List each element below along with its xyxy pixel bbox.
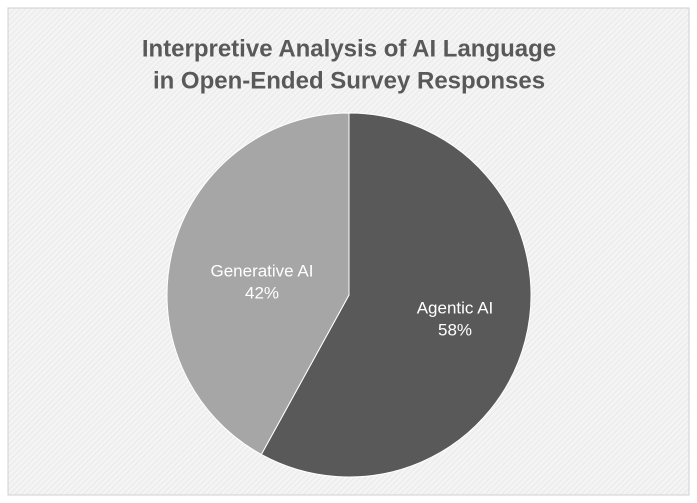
pie-slice <box>260 112 532 478</box>
slice-value-label: 42% <box>245 283 279 302</box>
slice-category-label: Generative AI <box>210 261 313 280</box>
chart-title: in Open-Ended Survey Responses <box>153 67 545 94</box>
slice-value-label: 58% <box>438 320 472 339</box>
pie-slice <box>166 112 350 456</box>
slice-category-label: Agentic AI <box>417 298 494 317</box>
chart-title: Interpretive Analysis of AI Language <box>142 35 556 62</box>
